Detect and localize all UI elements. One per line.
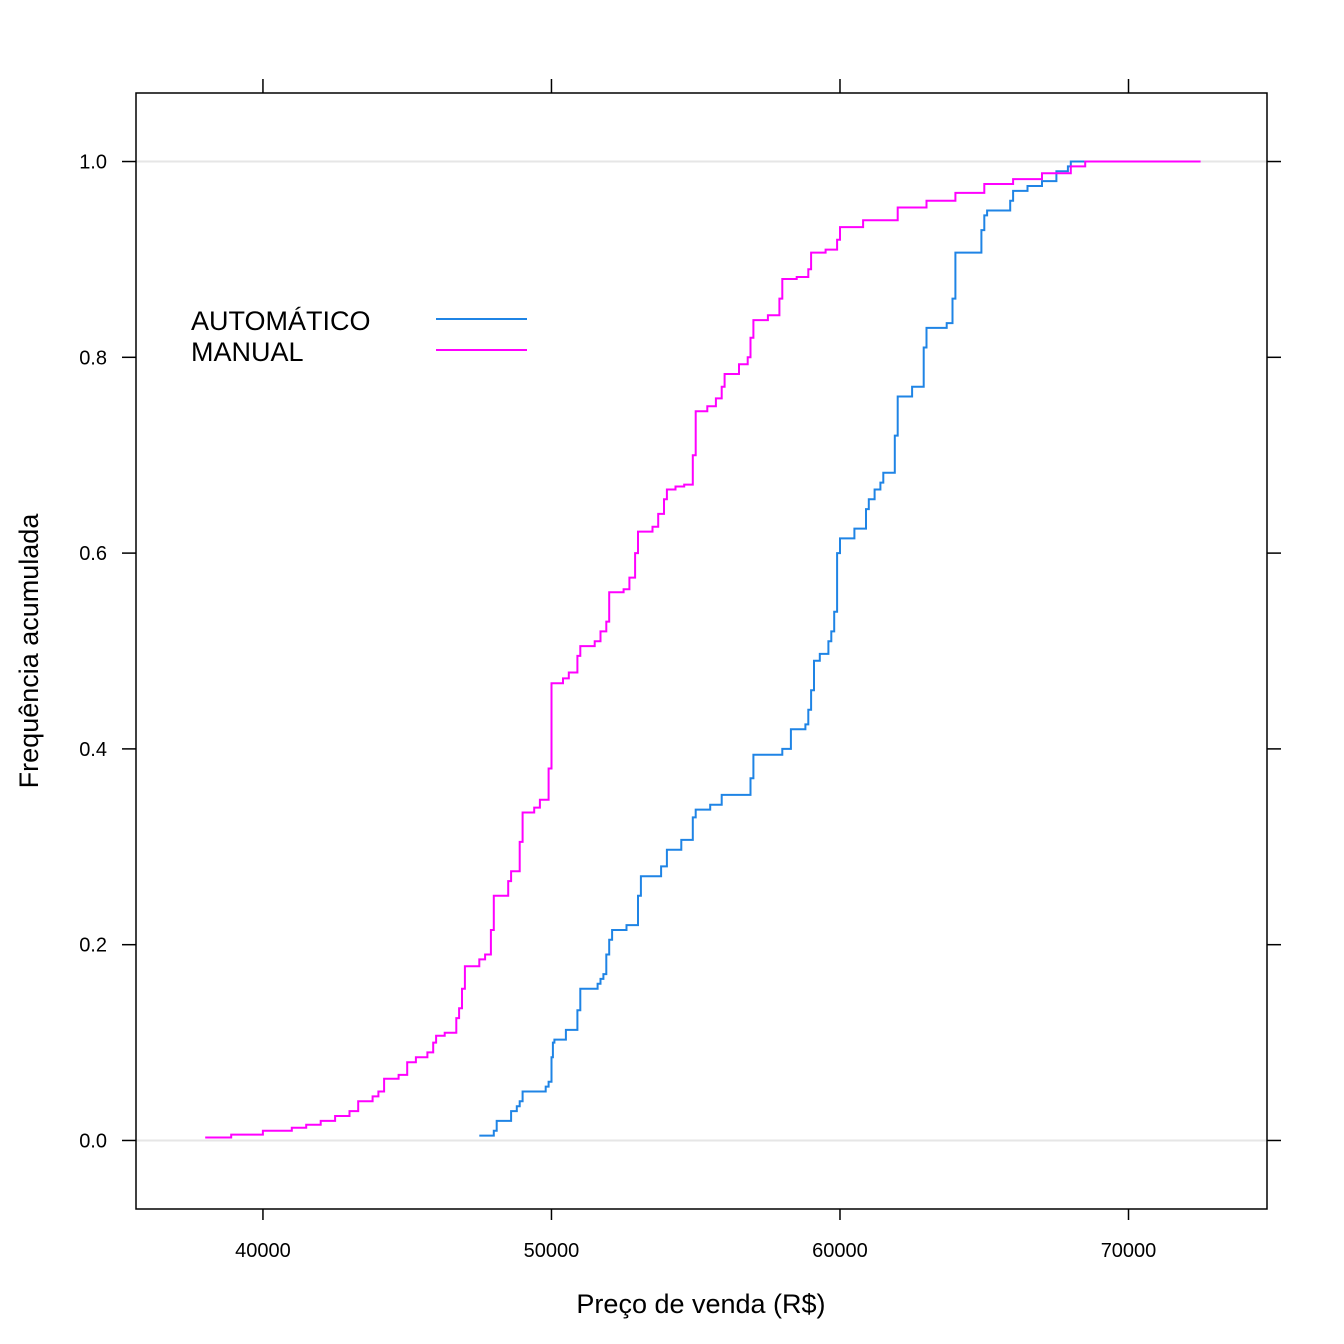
legend: AUTOMÁTICO MANUAL	[191, 306, 527, 367]
y-tick-label: 0.6	[79, 543, 107, 565]
plot-frame	[135, 92, 1268, 1210]
y-tick-label: 0.4	[79, 739, 107, 761]
x-tick-label: 60000	[812, 1240, 868, 1262]
x-axis: 40000 50000 60000 70000	[235, 79, 1156, 1262]
series-line-manual	[205, 160, 1201, 1139]
series-lines	[205, 160, 1201, 1139]
x-tick-label: 50000	[524, 1240, 580, 1262]
y-tick-label: 0.8	[79, 347, 107, 369]
y-axis: 0.0 0.2 0.4 0.6 0.8 1.0	[79, 152, 1281, 1152]
y-tick-label: 0.0	[79, 1130, 107, 1152]
x-axis-title: Preço de venda (R$)	[576, 1289, 825, 1319]
y-tick-label: 0.2	[79, 935, 107, 957]
x-tick-label: 70000	[1101, 1240, 1157, 1262]
legend-label-automatico: AUTOMÁTICO	[191, 306, 371, 336]
legend-label-manual: MANUAL	[191, 337, 304, 367]
y-axis-title: Frequência acumulada	[14, 513, 44, 789]
y-tick-label: 1.0	[79, 152, 107, 174]
x-tick-label: 40000	[235, 1240, 291, 1262]
series-line-automatico	[479, 160, 1086, 1137]
